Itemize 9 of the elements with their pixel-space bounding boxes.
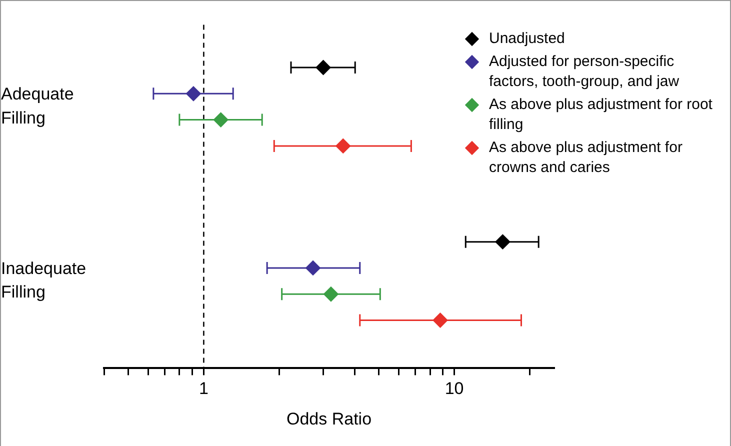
legend-label: Adjusted for person-specific factors, tooth-group, and jaw <box>489 52 680 92</box>
y-tick-label: Inadequate Filling <box>1 258 86 302</box>
y-tick-label: Adequate Filling <box>1 84 74 128</box>
x-axis-title: Odds Ratio <box>286 409 372 428</box>
legend-label: As above plus adjustment for root filling <box>489 95 714 135</box>
legend-label: As above plus adjustment for crowns and caries <box>489 138 684 178</box>
x-tick-label: 10 <box>444 379 464 398</box>
x-tick-label: 1 <box>198 379 208 398</box>
legend-label: Unadjusted <box>489 29 565 49</box>
